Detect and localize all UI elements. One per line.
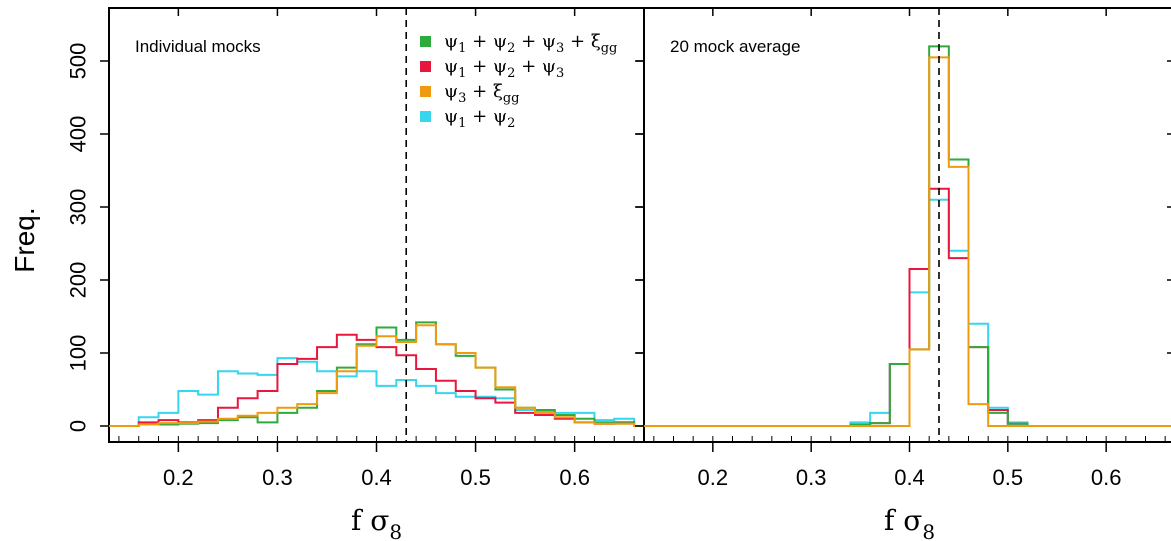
panel-title: 20 mock average: [670, 37, 800, 56]
x-tick-label: 0.4: [361, 465, 392, 490]
x-axis-title: f σ8: [351, 504, 402, 541]
y-tick-label: 100: [66, 335, 91, 372]
y-tick-label: 0: [66, 420, 91, 432]
x-tick-label: 0.2: [163, 465, 194, 490]
histogram-series-1: [644, 45, 1171, 427]
panel-2: 0.2 0.3 0.4 0.5 0.6 20 mock average f σ8: [635, 7, 1171, 541]
x-tick-label: 0.6: [559, 465, 590, 490]
panel-1: 0 100 200 300 400 500 0.2 0.3 0.4 0.5 0.6 Individua…: [66, 7, 645, 541]
histogram-series-3: [109, 324, 644, 427]
legend-label-2: ψ1 + ψ2 + ψ3: [444, 56, 564, 81]
x-axis-title-sub: 8: [922, 520, 935, 541]
y-tick-label: 400: [66, 116, 91, 153]
legend-label-1: ψ1 + ψ2 + ψ3 + ξgg: [444, 31, 617, 56]
histogram-series-4: [644, 198, 1171, 427]
histogram-series-3: [644, 56, 1171, 427]
panel-title: Individual mocks: [135, 37, 261, 56]
legend-swatch-1: [420, 36, 431, 47]
x-tick-label: 0.4: [894, 465, 925, 490]
x-tick-label: 0.3: [796, 465, 827, 490]
histogram-series-2: [644, 187, 1171, 427]
y-tick-label: 200: [66, 262, 91, 299]
legend-swatch-4: [420, 111, 431, 122]
x-axis-title: f σ8: [884, 504, 935, 541]
x-tick-label: 0.5: [460, 465, 491, 490]
legend-swatch-2: [420, 61, 431, 72]
x-axis-title-sub: 8: [389, 520, 402, 541]
x-axis-title-main: f σ: [351, 504, 389, 537]
x-tick-label: 0.6: [1091, 465, 1122, 490]
y-axis-title: Freq.: [9, 207, 40, 272]
y-tick-label: 300: [66, 189, 91, 226]
legend-label-4: ψ1 + ψ2: [444, 106, 515, 131]
panel-frame: [643, 7, 1171, 443]
legend-swatch-3: [420, 86, 431, 97]
legend-label-3: ψ3 + ξgg: [444, 81, 520, 106]
x-axis-title-main: f σ: [884, 504, 922, 537]
panels: 0 100 200 300 400 500 0.2 0.3 0.4 0.5 0.6 Individua…: [66, 7, 1171, 541]
y-tick-label: 500: [66, 43, 91, 80]
histogram-series-2: [109, 333, 644, 427]
x-tick-label: 0.5: [993, 465, 1024, 490]
x-tick-label: 0.2: [698, 465, 729, 490]
x-tick-label: 0.3: [262, 465, 293, 490]
